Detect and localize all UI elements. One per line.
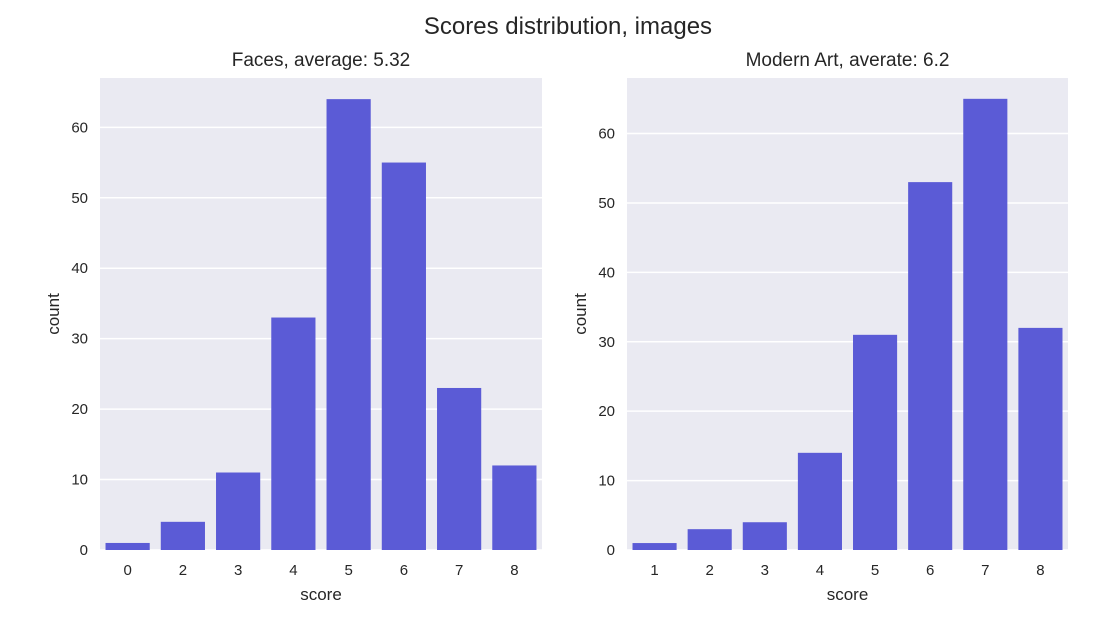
chart-title: Modern Art, averate: 6.2	[746, 50, 950, 71]
bar-score-6	[908, 182, 953, 550]
y-tick-label: 60	[71, 119, 88, 136]
x-tick-label: 4	[816, 562, 824, 579]
x-tick-label: 0	[123, 562, 131, 579]
y-tick-label: 60	[598, 126, 615, 143]
x-tick-label: 2	[706, 562, 714, 579]
bar-score-3	[742, 522, 787, 550]
y-tick-label: 50	[598, 195, 615, 212]
x-tick-label: 2	[179, 562, 187, 579]
x-tick-label: 8	[1036, 562, 1044, 579]
x-tick-label: 3	[761, 562, 769, 579]
bar-score-2	[687, 529, 732, 550]
x-tick-label: 8	[510, 562, 518, 579]
y-tick-label: 0	[607, 542, 615, 559]
bar-score-4	[271, 317, 316, 550]
y-tick-label: 20	[598, 403, 615, 420]
bar-score-8	[1018, 327, 1063, 550]
y-tick-label: 30	[71, 331, 88, 348]
figure-suptitle: Scores distribution, images	[424, 13, 712, 40]
y-tick-label: 40	[598, 264, 615, 281]
bar-score-0	[105, 542, 150, 550]
bar-score-7	[437, 387, 482, 550]
x-tick-label: 1	[650, 562, 658, 579]
y-tick-label: 40	[71, 260, 88, 277]
y-axis-label: count	[571, 293, 590, 335]
chart-modern-art: 0 10 20 30 40 50 60 1 2 3 4 5 6 7 8 Modern Art, averate…	[571, 50, 1068, 604]
y-tick-label: 10	[71, 472, 88, 489]
x-tick-label: 7	[981, 562, 989, 579]
x-axis-label: score	[300, 585, 342, 604]
chart-title: Faces, average: 5.32	[232, 50, 411, 71]
y-tick-label: 50	[71, 190, 88, 207]
bar-score-4	[797, 452, 842, 550]
y-tick-label: 30	[598, 334, 615, 351]
bar-score-7	[963, 98, 1008, 550]
bar-score-3	[216, 472, 261, 550]
bar-score-1	[632, 543, 677, 550]
bar-score-5	[853, 334, 898, 550]
chart-faces: 0 10 20 30 40 50 60 0 2 3 4 5 6 7 8 Faces, average: 5.3…	[44, 50, 542, 604]
x-tick-label: 6	[926, 562, 934, 579]
y-tick-label: 0	[80, 542, 88, 559]
bar-score-5	[326, 99, 371, 550]
x-axis-label: score	[827, 585, 869, 604]
bar-score-2	[160, 521, 205, 550]
x-tick-label: 7	[455, 562, 463, 579]
bar-score-6	[381, 162, 426, 551]
bar-score-8	[492, 465, 537, 550]
y-tick-label: 10	[598, 473, 615, 490]
x-tick-label: 3	[234, 562, 242, 579]
x-tick-label: 5	[344, 562, 352, 579]
x-tick-label: 4	[289, 562, 297, 579]
x-tick-label: 6	[400, 562, 408, 579]
y-tick-label: 20	[71, 401, 88, 418]
x-tick-label: 5	[871, 562, 879, 579]
y-axis-label: count	[44, 293, 63, 335]
